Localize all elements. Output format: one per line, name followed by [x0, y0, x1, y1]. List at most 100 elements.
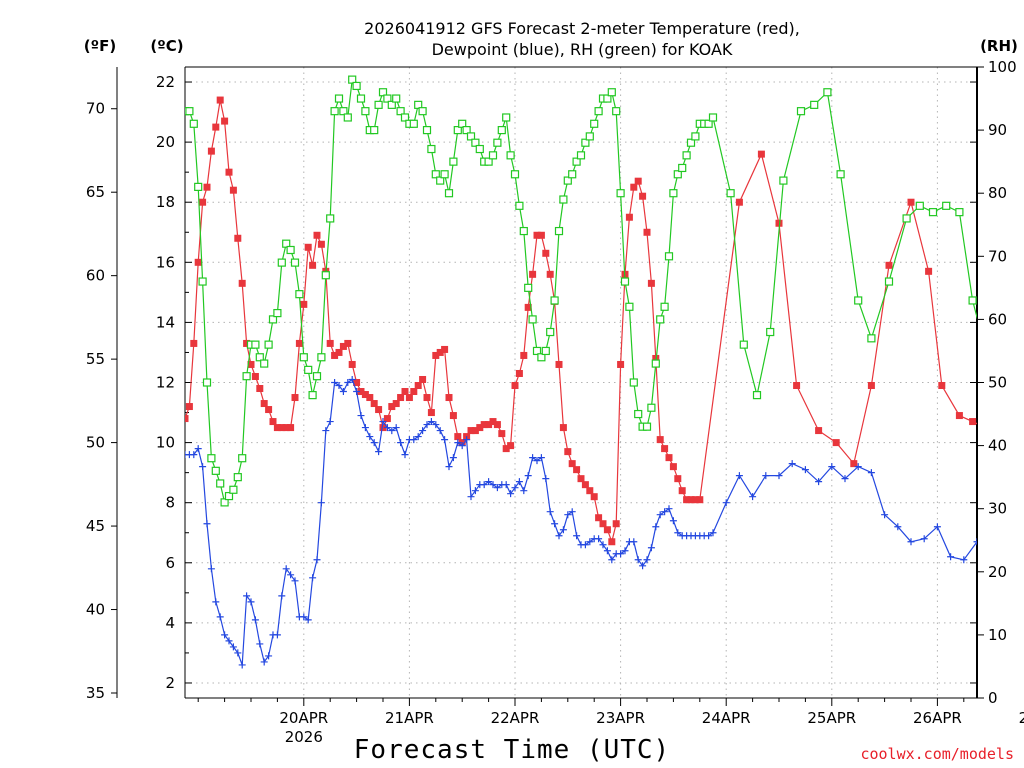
rh-point [334, 94, 344, 103]
temperature-point [375, 406, 383, 414]
temperature-point [353, 379, 361, 386]
dewpoint-point [705, 532, 713, 540]
rh-point [295, 290, 304, 299]
temperature-point [520, 351, 528, 359]
dewpoint-point [427, 418, 435, 426]
x-tick-label: 26APR [913, 709, 962, 727]
rh-point [321, 271, 330, 280]
temperature-point [379, 424, 387, 432]
rh-point [211, 466, 220, 475]
dewpoint-point [221, 631, 229, 639]
dewpoint-point [260, 658, 268, 666]
rh-point [884, 277, 894, 286]
dewpoint-point [617, 550, 625, 558]
rh-point [396, 107, 405, 116]
rh-point [330, 107, 339, 116]
rh-point [766, 327, 775, 337]
temperature-point [269, 418, 277, 426]
rh-point [524, 283, 533, 292]
dewpoint-point [665, 505, 673, 513]
temperature-point [234, 234, 242, 242]
dewpoint-point [722, 499, 730, 507]
temperature-point [388, 403, 396, 411]
rh-point [392, 94, 401, 103]
temperature-point [555, 360, 563, 368]
temperature-point [524, 303, 532, 311]
temperature-point [410, 388, 418, 396]
dewpoint-point [881, 511, 889, 519]
rh-point [317, 353, 326, 362]
rh-point [326, 214, 335, 223]
temperature-point [595, 514, 603, 522]
dewpoint-point [238, 661, 246, 669]
temperature-point [507, 442, 515, 450]
temperature-point [546, 270, 554, 278]
credit-text: coolwx.com/models [860, 745, 1014, 763]
fahrenheit-tick-label: 60 [86, 267, 105, 285]
dewpoint-point [370, 439, 378, 447]
rh-point [704, 119, 713, 128]
rh-point [233, 473, 242, 482]
dewpoint-point [383, 424, 391, 432]
rh-point [656, 315, 665, 324]
temperature-point [313, 231, 321, 239]
temperature-point [586, 487, 594, 495]
x-axis-label: Forecast Time (UTC) [354, 735, 670, 765]
rh-point [343, 113, 352, 122]
rh-point [361, 107, 370, 116]
rh-point [563, 176, 572, 185]
dewpoint-point [313, 556, 321, 564]
dewpoint-point [669, 517, 677, 525]
rh-point [581, 138, 590, 147]
rh-point [194, 182, 203, 191]
dewpoint-point [973, 538, 977, 546]
dewpoint-point [401, 451, 409, 459]
temperature-point [639, 192, 647, 200]
rh-point [475, 144, 484, 154]
temperature-point [383, 415, 391, 423]
dewpoint-point [546, 508, 554, 516]
celsius-unit-label: (ºC) [150, 37, 183, 55]
rh-point [378, 88, 388, 97]
rh-point [282, 239, 291, 248]
dewpoint-point [335, 382, 343, 390]
rh-point [308, 391, 317, 400]
dewpoint-point [388, 427, 396, 435]
rh-point [691, 132, 700, 141]
dewpoint-point [603, 547, 611, 555]
temperature-point [793, 382, 801, 390]
dewpoint-point [630, 538, 638, 546]
dewpoint-point [278, 592, 286, 600]
temperature-point [568, 460, 576, 468]
rh-point [559, 195, 568, 204]
dewpoint-point [212, 598, 220, 606]
rh-point [304, 365, 313, 374]
dewpoint-point [463, 436, 471, 444]
dewpoint-point [542, 475, 550, 483]
dewpoint-point [445, 463, 453, 471]
dewpoint-point [841, 475, 849, 483]
rh-point [664, 252, 674, 261]
dewpoint-point [216, 613, 224, 621]
dewpoint-point [652, 523, 660, 531]
rh-point [387, 100, 396, 109]
dewpoint-point [854, 463, 862, 471]
rh-tick-label: 70 [988, 247, 1007, 265]
temperature-point [194, 258, 202, 266]
temperature-point [674, 475, 682, 483]
celsius-tick-label: 22 [156, 73, 175, 91]
temperature-point [309, 261, 317, 269]
dewpoint-point [419, 427, 427, 435]
temperature-point [643, 228, 651, 236]
temperature-point [982, 424, 989, 431]
temperature-point [634, 177, 642, 185]
celsius-tick-label: 16 [156, 253, 175, 271]
temperature-point [625, 213, 633, 221]
temperature-point [832, 439, 840, 447]
rh-point [466, 132, 476, 141]
dewpoint-point [775, 472, 783, 480]
rh-tick-label: 40 [988, 437, 1007, 455]
temperature-point [282, 424, 290, 432]
temperature-point [436, 348, 444, 356]
temperature-point [630, 183, 638, 191]
